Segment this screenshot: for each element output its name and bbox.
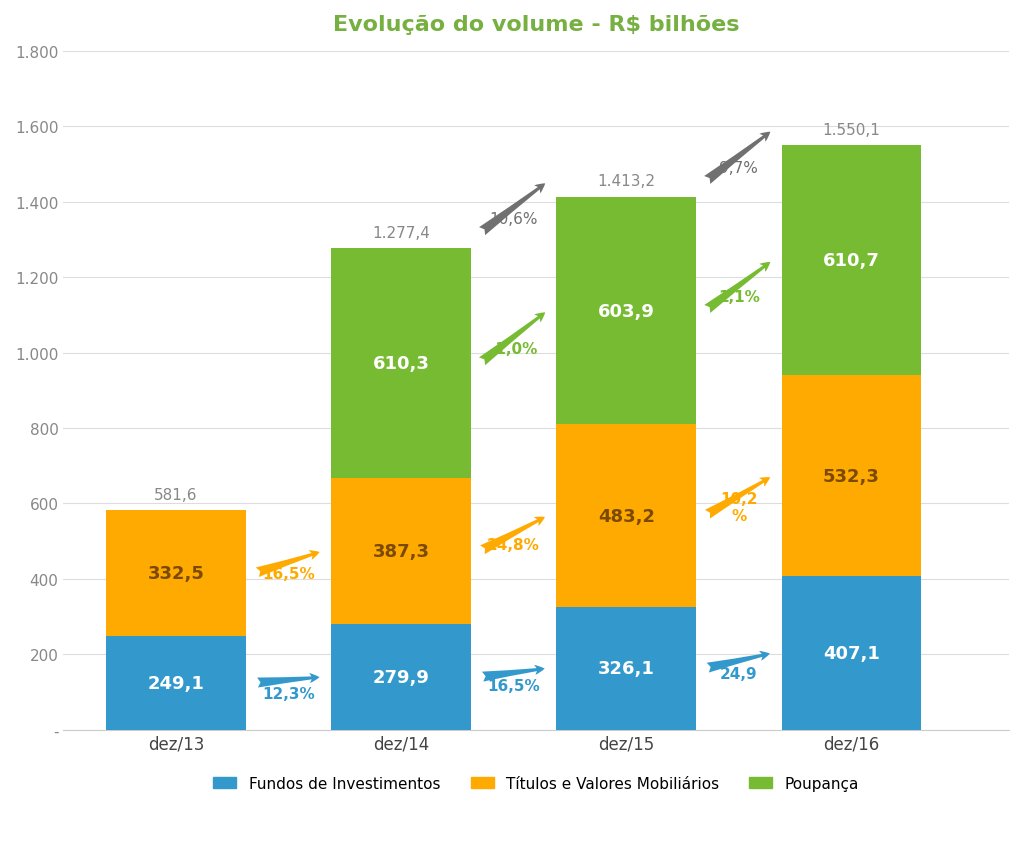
Bar xyxy=(556,198,696,425)
Text: 10,6%: 10,6% xyxy=(489,212,538,227)
Text: 407,1: 407,1 xyxy=(823,644,880,662)
Text: 16,5%: 16,5% xyxy=(487,678,540,694)
Text: 603,9: 603,9 xyxy=(598,302,654,320)
Bar xyxy=(332,249,471,479)
Text: 16,5%: 16,5% xyxy=(262,567,315,581)
Bar xyxy=(781,146,922,376)
Text: 332,5: 332,5 xyxy=(147,564,205,583)
Text: 279,9: 279,9 xyxy=(373,668,429,686)
Text: 610,7: 610,7 xyxy=(823,252,880,270)
Text: 483,2: 483,2 xyxy=(598,507,654,525)
Text: 581,6: 581,6 xyxy=(155,487,198,503)
Legend: Fundos de Investimentos, Títulos e Valores Mobiliários, Poupança: Fundos de Investimentos, Títulos e Valor… xyxy=(207,769,865,797)
Text: 326,1: 326,1 xyxy=(598,659,654,677)
Text: 532,3: 532,3 xyxy=(823,467,880,486)
Text: 610,3: 610,3 xyxy=(373,354,429,372)
Bar xyxy=(106,636,246,730)
Text: 1.277,4: 1.277,4 xyxy=(372,225,430,240)
Text: 387,3: 387,3 xyxy=(373,543,430,561)
Text: 1.550,1: 1.550,1 xyxy=(822,123,881,138)
Bar xyxy=(556,607,696,730)
Text: -1,0%: -1,0% xyxy=(489,341,538,356)
Text: 10,2
%: 10,2 % xyxy=(720,492,758,524)
Bar xyxy=(332,625,471,730)
Bar xyxy=(106,511,246,636)
Bar xyxy=(556,425,696,607)
Title: Evolução do volume - R$ bilhões: Evolução do volume - R$ bilhões xyxy=(333,15,739,35)
Bar xyxy=(781,577,922,730)
Text: 9,7%: 9,7% xyxy=(720,160,758,176)
Bar xyxy=(781,376,922,577)
Text: 1.413,2: 1.413,2 xyxy=(597,174,655,189)
Text: 1,1%: 1,1% xyxy=(718,290,760,305)
Text: 249,1: 249,1 xyxy=(147,674,205,692)
Text: 24,8%: 24,8% xyxy=(487,538,540,553)
Text: 24,9: 24,9 xyxy=(720,666,758,682)
Text: 12,3%: 12,3% xyxy=(262,686,315,700)
Bar xyxy=(332,479,471,625)
